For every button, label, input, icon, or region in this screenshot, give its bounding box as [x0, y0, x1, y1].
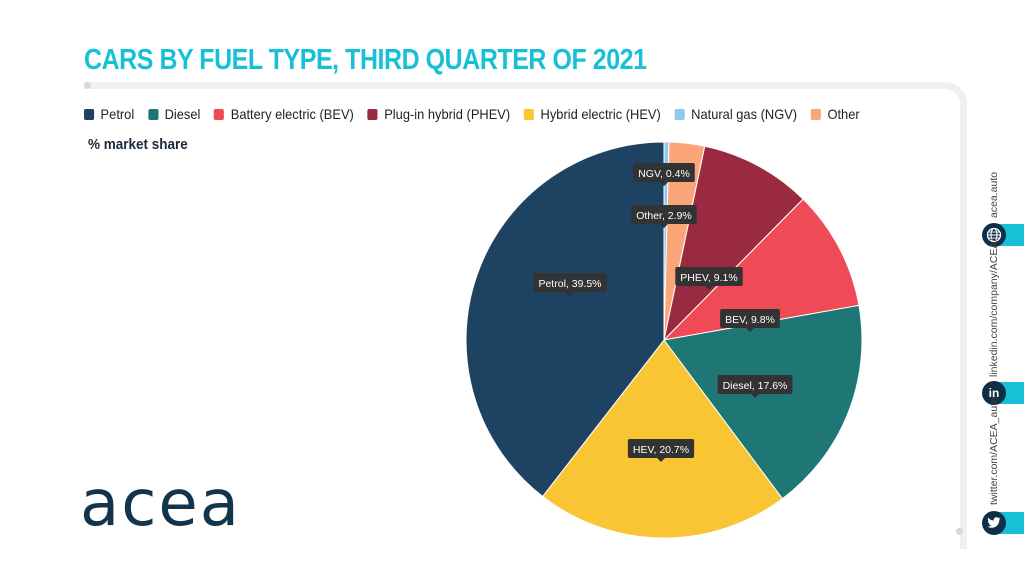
legend-label: Plug-in hybrid (PHEV): [384, 106, 511, 122]
globe-icon[interactable]: [982, 223, 1006, 247]
data-label-petrol: Petrol, 39.5%: [533, 273, 607, 296]
legend-swatch: [674, 108, 685, 120]
data-label-text: Other, 2.9%: [636, 210, 691, 222]
pie-slice-petrol: [465, 141, 665, 498]
pie-slice-bev: [662, 198, 860, 341]
data-label-text: Diesel, 17.6%: [723, 380, 788, 392]
legend-label: Battery electric (BEV): [230, 106, 354, 122]
data-label-text: HEV, 20.7%: [633, 444, 689, 456]
pie-slice-diesel: [663, 304, 863, 500]
legend-item-hev: Hybrid electric (HEV): [523, 106, 661, 122]
legend-swatch: [84, 108, 95, 120]
legend-swatch: [148, 108, 159, 120]
legend-swatch: [214, 108, 225, 120]
acea-logo: acea: [80, 467, 241, 541]
data-label-box: [720, 309, 780, 328]
legend-swatch: [810, 108, 822, 120]
data-label-text: PHEV, 9.1%: [680, 272, 737, 284]
data-label-box: [533, 273, 607, 292]
data-label-pointer: [705, 286, 713, 290]
data-label-box: [633, 163, 695, 182]
frame-dot: [956, 528, 963, 535]
legend-label: Petrol: [100, 106, 135, 122]
legend-swatch: [523, 108, 535, 120]
data-label-pointer: [566, 292, 574, 296]
twitter-link[interactable]: twitter.com/ACEA_auto: [988, 397, 1000, 505]
data-label-diesel: Diesel, 17.6%: [717, 375, 793, 398]
data-label-bev: BEV, 9.8%: [720, 309, 780, 332]
chart-subtitle: % market share: [88, 136, 188, 153]
data-label-text: BEV, 9.8%: [725, 314, 775, 326]
data-label-pointer: [657, 458, 665, 462]
linkedin-icon[interactable]: in: [982, 381, 1006, 405]
frame-decoration: [84, 82, 967, 549]
chart-title: CARS BY FUEL TYPE, THIRD QUARTER OF 2021: [84, 44, 647, 76]
legend-label: Natural gas (NGV): [691, 106, 798, 122]
legend-label: Hybrid electric (HEV): [540, 106, 661, 122]
data-label-box: [627, 439, 695, 458]
data-label-hev: HEV, 20.7%: [627, 439, 695, 462]
frame-dot: [84, 82, 91, 89]
legend-item-diesel: Diesel: [148, 106, 200, 122]
legend-item-other: Other: [810, 106, 860, 122]
data-label-pointer: [660, 182, 668, 186]
data-label-text: Petrol, 39.5%: [538, 278, 601, 290]
linkedin-link[interactable]: linkedin.com/company/ACEA/: [988, 238, 1000, 377]
legend-item-ngv: Natural gas (NGV): [674, 106, 798, 122]
legend-item-bev: Battery electric (BEV): [214, 106, 354, 122]
data-label-box: [631, 205, 697, 224]
legend-label: Diesel: [164, 106, 201, 122]
pie-slice-hev: [541, 339, 784, 539]
legend: Petrol Diesel Battery electric (BEV) Plu…: [84, 106, 873, 122]
data-label-phev: PHEV, 9.1%: [675, 267, 743, 290]
data-label-pointer: [746, 328, 754, 332]
data-label-other: Other, 2.9%: [631, 205, 697, 228]
legend-label: Other: [827, 106, 860, 122]
data-label-ngv: NGV, 0.4%: [633, 163, 695, 186]
legend-item-phev: Plug-in hybrid (PHEV): [367, 106, 511, 122]
legend-item-petrol: Petrol: [84, 106, 134, 122]
data-label-pointer: [751, 394, 759, 398]
data-label-text: NGV, 0.4%: [638, 168, 690, 180]
data-label-pointer: [660, 224, 668, 228]
twitter-icon[interactable]: [982, 511, 1006, 535]
data-label-box: [675, 267, 743, 286]
web-link[interactable]: acea.auto: [988, 171, 1000, 218]
data-label-box: [717, 375, 793, 394]
legend-swatch: [367, 108, 378, 120]
pie-slice-phev: [663, 145, 804, 342]
